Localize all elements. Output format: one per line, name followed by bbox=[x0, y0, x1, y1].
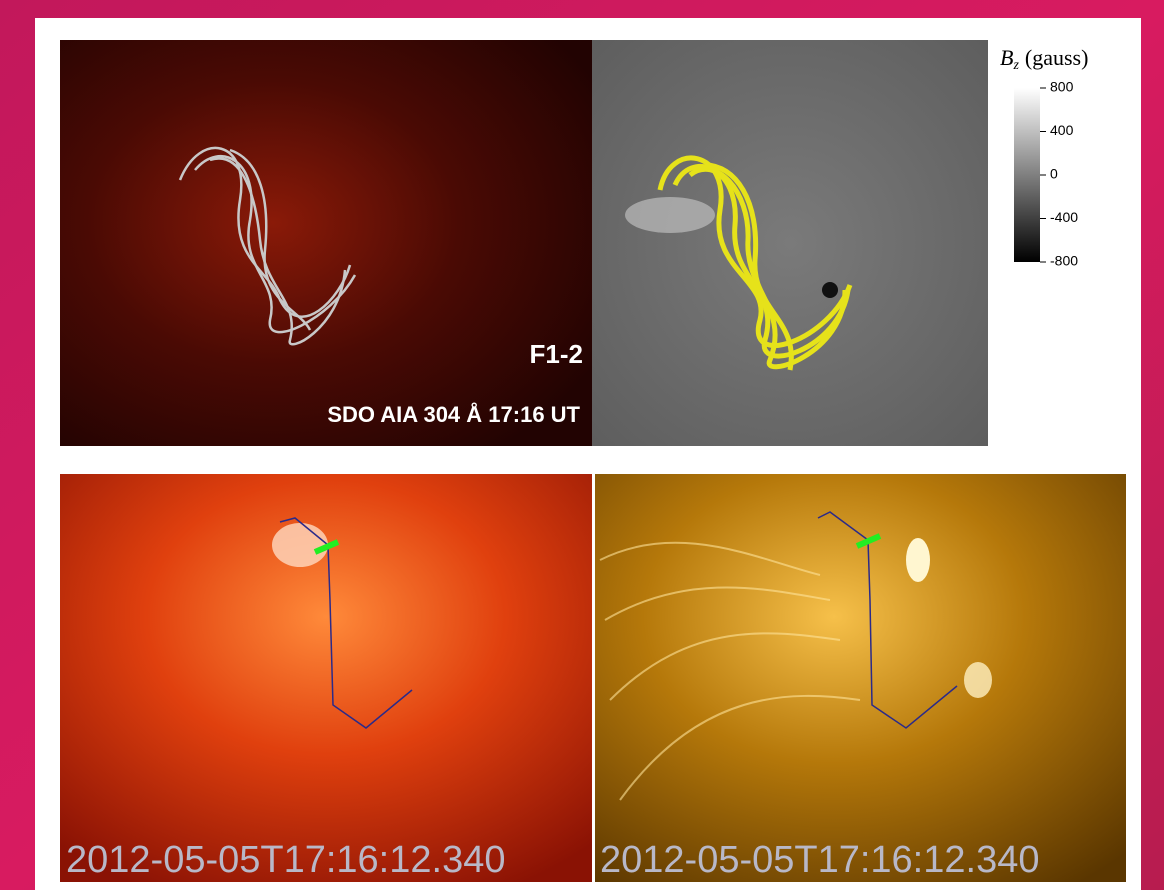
colorbar-subscript: z bbox=[1012, 58, 1019, 73]
instrument-label: SDO AIA 304 Å 17:16 UT bbox=[327, 401, 580, 427]
colorbar-tick-label: 0 bbox=[1050, 166, 1058, 182]
negative-polarity bbox=[822, 282, 838, 298]
aia-red-image bbox=[60, 474, 592, 882]
bright-loop bbox=[964, 662, 992, 698]
colorbar-tick-label: -400 bbox=[1050, 209, 1078, 225]
colorbar bbox=[1014, 88, 1040, 262]
colorbar-tick-label: 400 bbox=[1050, 122, 1074, 138]
magnetogram-image bbox=[592, 40, 988, 446]
colorbar-tick-label: -800 bbox=[1050, 253, 1078, 269]
flux-rope-label: F1-2 bbox=[530, 339, 583, 369]
colorbar-tick-label: 800 bbox=[1050, 79, 1074, 95]
colorbar-symbol: B bbox=[1000, 45, 1013, 70]
bright-region bbox=[272, 523, 328, 567]
bright-kernel bbox=[906, 538, 930, 582]
aia-304-image bbox=[60, 40, 592, 446]
colorbar-unit: (gauss) bbox=[1025, 45, 1089, 70]
timestamp: 2012-05-05T17:16:12.340 bbox=[66, 839, 505, 881]
positive-polarity bbox=[625, 197, 715, 233]
figure: F1-2 SDO AIA 304 Å 17:16 UT Bz (gauss) 20… bbox=[0, 0, 1164, 890]
timestamp: 2012-05-05T17:16:12.340 bbox=[600, 839, 1039, 881]
colorbar-label: Bz (gauss) bbox=[1000, 45, 1088, 73]
